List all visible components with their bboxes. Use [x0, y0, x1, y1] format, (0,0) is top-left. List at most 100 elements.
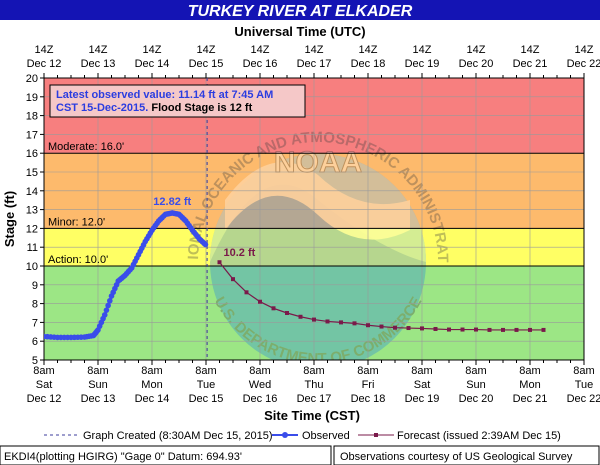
forecast-point	[244, 290, 249, 295]
forecast-point	[285, 311, 289, 315]
top-tick-time: 14Z	[305, 44, 324, 56]
forecast-point	[366, 323, 370, 328]
forecast-point	[460, 327, 465, 332]
footer-datum-box	[0, 445, 332, 465]
x-axis-label: Site Time (CST)	[264, 408, 360, 423]
forecast-point	[474, 327, 478, 332]
forecast-point	[298, 314, 303, 319]
threshold-labels: Moderate: 16.0' Minor: 12.0' Action: 10.0'	[44, 141, 584, 267]
forecast-point	[433, 326, 438, 331]
legend-graph-created-label: Graph Created (8:30AM Dec 15, 2015)	[83, 430, 273, 442]
top-tick-date: Dec 19	[405, 58, 440, 70]
bottom-tick-day: Sun	[88, 379, 108, 391]
bottom-tick-day: Wed	[249, 379, 271, 391]
legend-observed-label: Observed	[302, 430, 350, 442]
forecast-point	[379, 324, 384, 329]
bottom-tick-time: 8am	[411, 365, 432, 377]
observation-date-text: CST 15-Dec-2015.	[56, 102, 148, 114]
watermark-wave-icon	[210, 154, 426, 262]
bottom-tick-time: 8am	[519, 365, 540, 377]
forecast-point	[406, 326, 411, 331]
forecast-point	[271, 306, 276, 311]
top-tick-date: Dec 18	[351, 58, 386, 70]
forecast-point	[541, 327, 546, 332]
bottom-tick-date: Dec 13	[81, 393, 116, 405]
bottom-tick-day: Tue	[575, 379, 594, 391]
y-tick-label: 6	[32, 336, 38, 348]
top-tick-date: Dec 17	[297, 58, 332, 70]
plot-border	[43, 77, 585, 361]
y-tick-label: 11	[27, 242, 38, 254]
y-axis-label: Stage (ft)	[2, 191, 17, 247]
flood-stage-note: Flood Stage is 12 ft	[148, 102, 252, 114]
forecast-point	[487, 327, 492, 332]
forecast-point	[352, 321, 357, 326]
top-tick-time: 14Z	[143, 44, 162, 56]
forecast-point	[312, 317, 316, 322]
bottom-tick-day: Fri	[362, 379, 375, 391]
legend: Graph Created (8:30AM Dec 15, 2015) Obse…	[44, 430, 561, 442]
top-tick-date: Dec 14	[135, 58, 170, 70]
watermark-disc-icon	[210, 154, 426, 360]
bottom-tick-time: 8am	[303, 365, 324, 377]
observed-point	[107, 297, 113, 304]
top-tick-time: 14Z	[35, 44, 54, 56]
y-tick-label: 15	[26, 167, 38, 179]
bottom-tick-time: 8am	[357, 365, 378, 377]
bottom-tick-day: Tue	[197, 379, 216, 391]
y-tick-label: 16	[26, 148, 38, 160]
top-tick-time: 14Z	[521, 44, 540, 56]
watermark-logo-text: NOAA	[274, 146, 362, 179]
chart-title: TURKEY RIVER AT ELKADER	[188, 3, 413, 20]
threshold-label: Action: 10.0'	[48, 254, 108, 266]
y-tick-label: 20	[26, 73, 38, 85]
y-tick-label: 7	[32, 317, 38, 329]
top-tick-date: Dec 12	[27, 58, 62, 70]
bottom-tick-date: Dec 12	[27, 393, 62, 405]
observed-point	[105, 302, 111, 309]
forecast-point	[231, 277, 235, 282]
bottom-tick-time: 8am	[195, 365, 216, 377]
y-tick-label: 12	[26, 223, 38, 235]
bottom-tick-time: 8am	[573, 365, 594, 377]
y-axis-ticks: 5 6 7 8 9 10 11 12 13 14 15 16 17 18 19 20	[26, 73, 44, 367]
forecast-point	[528, 327, 532, 332]
series-group	[44, 210, 546, 341]
y-tick-label: 10	[26, 261, 38, 273]
top-tick-date: Dec 15	[189, 58, 224, 70]
bottom-tick-time: 8am	[465, 365, 486, 377]
bottom-tick-time: 8am	[33, 365, 54, 377]
bottom-tick-date: Dec 20	[459, 393, 494, 405]
y-tick-label: 9	[32, 280, 38, 292]
bottom-axis-ticks: 8am Sat Dec 12 8am Sun Dec 13 8am Mon Dec 14 8am T…	[27, 360, 600, 405]
y-tick-label: 14	[26, 186, 38, 198]
forecast-point	[501, 327, 505, 332]
y-tick-label: 8	[32, 299, 38, 311]
bottom-tick-date: Dec 17	[297, 393, 332, 405]
observed-point	[103, 307, 110, 313]
latest-observation-box	[49, 84, 306, 118]
title-bar	[0, 0, 600, 20]
bottom-tick-time: 8am	[141, 365, 162, 377]
bottom-tick-day: Sat	[36, 379, 53, 391]
bottom-tick-date: Dec 15	[189, 393, 224, 405]
bottom-tick-time: 8am	[87, 365, 108, 377]
observed-point	[101, 312, 108, 318]
forecast-point	[258, 299, 262, 304]
legend-forecast-marker	[374, 433, 378, 437]
forecast-point	[339, 320, 343, 325]
bottom-tick-time: 8am	[249, 365, 270, 377]
top-tick-date: Dec 13	[81, 58, 116, 70]
footer-datum-text: EKDI4(plotting HGIRG) "Gage 0" Datum: 69…	[4, 451, 242, 463]
forecast-point	[420, 326, 424, 331]
threshold-label: Minor: 12.0'	[48, 216, 105, 228]
bottom-tick-date: Dec 22	[567, 393, 600, 405]
footer-credit-box	[333, 445, 600, 465]
top-tick-time: 14Z	[575, 44, 594, 56]
top-axis-title: Universal Time (UTC)	[234, 24, 365, 39]
forecast-point	[447, 327, 451, 332]
y-tick-label: 5	[32, 355, 38, 367]
bottom-tick-day: Thu	[305, 379, 324, 391]
bottom-tick-date: Dec 14	[135, 393, 170, 405]
